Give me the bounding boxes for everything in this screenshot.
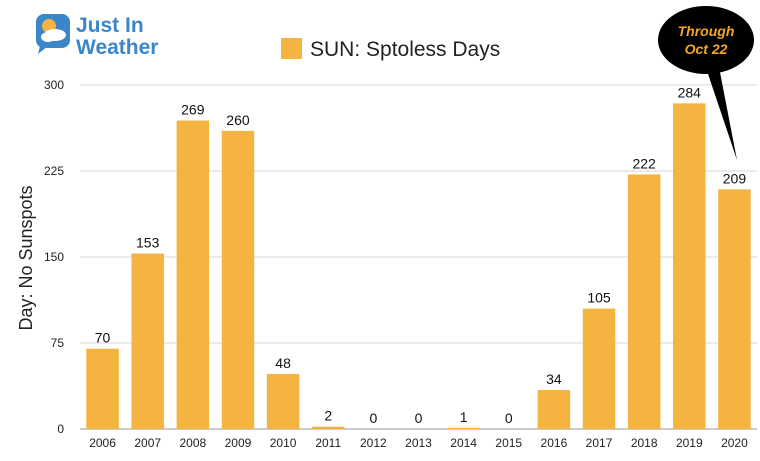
value-label-2011: 2 xyxy=(324,408,332,424)
bar-2006 xyxy=(86,348,119,429)
x-tick-label-2007: 2007 xyxy=(134,436,161,450)
callout-body xyxy=(658,6,754,74)
callout-bubble: Through Oct 22 xyxy=(658,6,754,160)
logo-line1: Just In xyxy=(76,14,144,37)
bar-2010 xyxy=(266,373,300,429)
value-label-2015: 0 xyxy=(505,410,513,426)
y-axis-label: Day: No Sunspots xyxy=(16,185,36,330)
value-label-2013: 0 xyxy=(415,410,423,426)
bar-2008 xyxy=(176,120,210,430)
x-tick-label-2009: 2009 xyxy=(225,436,252,450)
y-tick-labels: 0 75 150 225 300 xyxy=(44,78,64,436)
value-label-2017: 105 xyxy=(587,290,611,306)
value-label-2018: 222 xyxy=(632,155,656,171)
x-tick-label-2011: 2011 xyxy=(315,436,341,450)
x-tick-label-2010: 2010 xyxy=(270,436,297,450)
bar-2011 xyxy=(311,426,345,429)
value-label-2007: 153 xyxy=(136,235,160,251)
y-tick-label: 150 xyxy=(44,250,64,264)
x-tick-label-2008: 2008 xyxy=(179,436,206,450)
x-tick-label-2012: 2012 xyxy=(360,436,387,450)
value-label-2019: 284 xyxy=(678,84,702,100)
bar-2014 xyxy=(447,427,480,429)
bar-2009 xyxy=(221,130,255,429)
x-tick-label-2019: 2019 xyxy=(676,436,703,450)
x-tick-label-2013: 2013 xyxy=(405,436,432,450)
x-tick-label-2014: 2014 xyxy=(450,436,477,450)
y-tick-label: 75 xyxy=(51,336,65,350)
value-label-2020: 209 xyxy=(723,170,747,186)
y-tick-label: 225 xyxy=(44,164,64,178)
bar-2019 xyxy=(673,103,706,429)
legend-label: SUN: Sptoless Days xyxy=(310,38,500,61)
value-labels: 70 153 269 260 48 2 0 0 1 0 34 105 222 284 209 xyxy=(95,84,747,426)
y-tick-label: 0 xyxy=(57,422,64,436)
x-tick-label-2020: 2020 xyxy=(721,436,748,450)
bar-2020 xyxy=(718,189,751,429)
value-label-2010: 48 xyxy=(275,355,291,371)
legend: SUN: Sptoless Days xyxy=(281,38,500,61)
bar-2017 xyxy=(582,308,616,429)
sun-cloud-icon xyxy=(36,14,70,54)
legend-swatch xyxy=(281,38,302,59)
x-tick-label-2006: 2006 xyxy=(89,436,116,450)
value-label-2009: 260 xyxy=(226,112,250,128)
y-tick-label: 300 xyxy=(44,78,64,92)
value-label-2016: 34 xyxy=(546,371,562,387)
x-tick-label-2015: 2015 xyxy=(495,436,522,450)
x-tick-label-2016: 2016 xyxy=(541,436,568,450)
bar-2007 xyxy=(131,253,164,429)
value-label-2006: 70 xyxy=(95,330,111,346)
value-label-2014: 1 xyxy=(460,409,468,425)
bars xyxy=(86,103,751,430)
value-label-2008: 269 xyxy=(181,102,205,118)
x-tick-labels: 2006 2007 2008 2009 2010 2011 2012 2013 2014 2015… xyxy=(89,436,748,450)
x-tick-label-2017: 2017 xyxy=(586,436,613,450)
callout-pointer xyxy=(704,62,737,160)
logo-line2: Weather xyxy=(76,36,158,59)
value-label-2012: 0 xyxy=(369,410,377,426)
callout-line2: Oct 22 xyxy=(685,41,728,57)
logo: Just In Weather xyxy=(36,14,158,59)
callout-line1: Through xyxy=(678,23,735,39)
bar-2016 xyxy=(537,390,571,429)
bar-2018 xyxy=(627,174,661,429)
x-tick-label-2018: 2018 xyxy=(631,436,658,450)
